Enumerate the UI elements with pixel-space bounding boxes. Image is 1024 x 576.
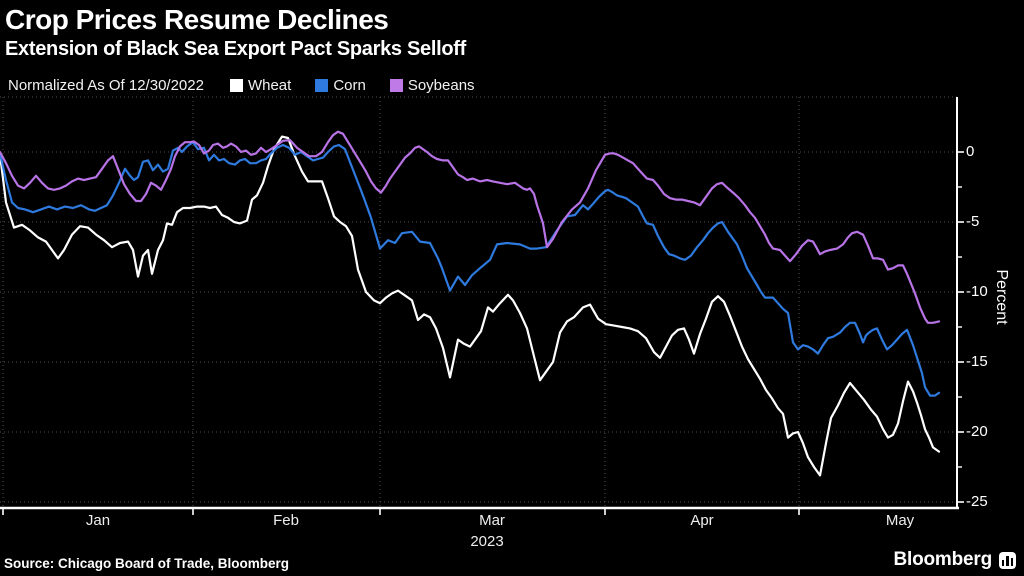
legend-swatch-icon bbox=[389, 79, 403, 92]
bar-icon bbox=[1010, 558, 1013, 566]
y-tick-label: -10 bbox=[966, 283, 988, 300]
y-axis-title: Percent bbox=[993, 269, 1010, 325]
bloomberg-wordmark: Bloomberg bbox=[893, 549, 993, 570]
x-month-label: Mar bbox=[479, 512, 505, 529]
y-tick-label: -15 bbox=[966, 353, 988, 370]
series-line-wheat bbox=[0, 135, 941, 477]
legend-label: Soybeans bbox=[407, 77, 475, 94]
x-year-label: 2023 bbox=[470, 533, 504, 550]
x-month-label: Apr bbox=[690, 512, 714, 529]
y-tick-label: -20 bbox=[966, 423, 988, 440]
legend-swatch-icon bbox=[315, 79, 329, 92]
bloomberg-terminal-icon bbox=[999, 552, 1016, 569]
legend-label: Corn bbox=[333, 77, 366, 94]
legend-label: Wheat bbox=[247, 77, 292, 94]
y-tick-label: -5 bbox=[966, 213, 980, 230]
legend-item-corn: Corn bbox=[315, 77, 366, 94]
legend-note: Normalized As Of 12/30/2022 bbox=[8, 77, 204, 94]
x-month-label: Feb bbox=[273, 512, 299, 529]
y-tick-label: -25 bbox=[966, 493, 988, 510]
legend: Normalized As Of 12/30/2022 Wheat Corn Soy… bbox=[8, 77, 499, 94]
page-title: Crop Prices Resume Declines bbox=[5, 4, 389, 35]
x-month-label: Jan bbox=[85, 512, 111, 529]
source-credit: Source: Chicago Board of Trade, Bloomber… bbox=[4, 556, 290, 571]
legend-swatch-icon bbox=[229, 79, 243, 92]
series-line-soybeans bbox=[0, 130, 941, 324]
bar-icon bbox=[1006, 556, 1009, 566]
legend-item-soybeans: Soybeans bbox=[389, 77, 475, 94]
series-line-corn bbox=[0, 141, 941, 397]
y-tick-label: 0 bbox=[966, 143, 975, 160]
x-month-label: May bbox=[885, 512, 915, 529]
legend-item-wheat: Wheat bbox=[229, 77, 292, 94]
page-subtitle: Extension of Black Sea Export Pact Spark… bbox=[5, 38, 467, 60]
bar-icon bbox=[1002, 560, 1005, 566]
